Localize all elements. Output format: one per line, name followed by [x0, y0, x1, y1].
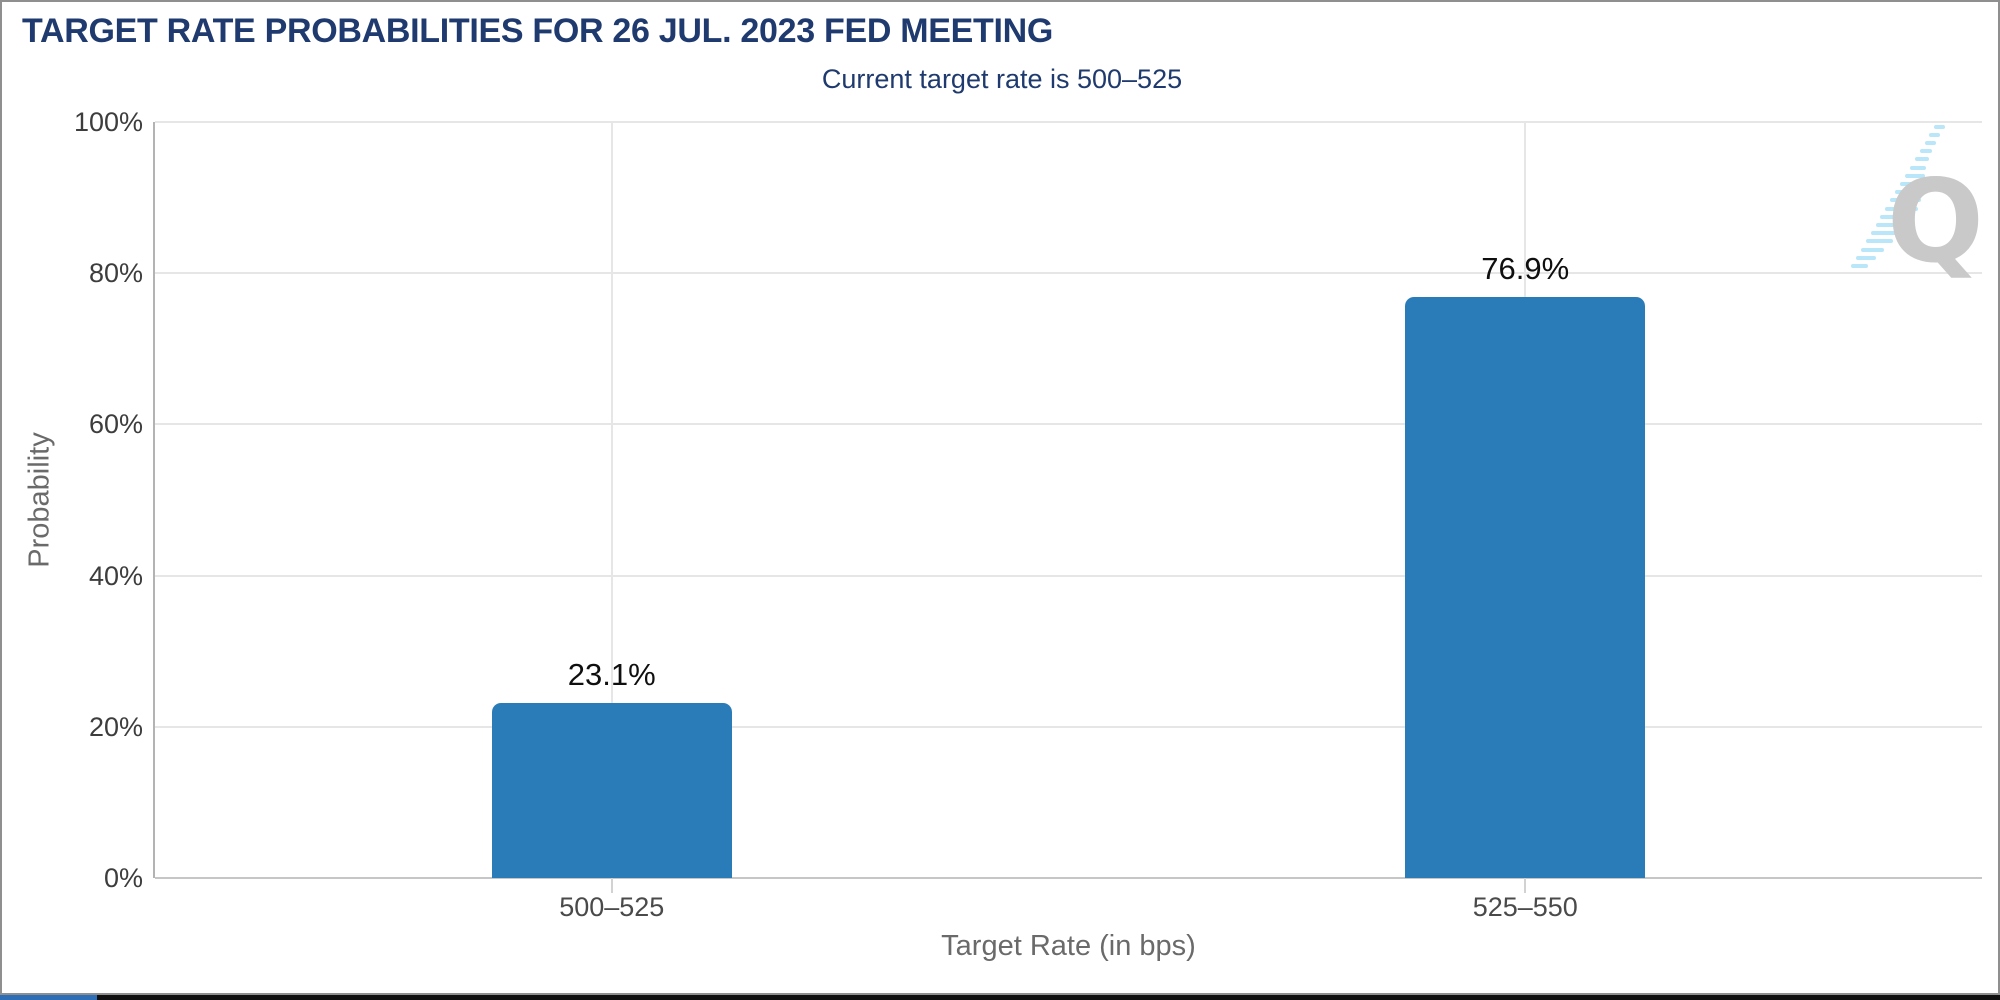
watermark-dash — [1870, 231, 1902, 236]
y-tick-label: 100% — [73, 107, 143, 137]
watermark-dash — [1909, 165, 1927, 170]
probability-bar — [1405, 296, 1646, 878]
watermark-dash — [1865, 239, 1894, 244]
progress-segment — [0, 995, 97, 1000]
y-axis-line — [153, 122, 155, 878]
watermark-dash — [1860, 247, 1885, 252]
bottom-bar — [0, 995, 2000, 1000]
watermark-dash — [1855, 255, 1876, 260]
watermark-dash — [1880, 214, 1915, 219]
y-tick-label: 40% — [88, 560, 143, 591]
x-gridline — [610, 122, 613, 878]
watermark-dash — [1929, 132, 1941, 137]
watermark-dash — [1875, 223, 1909, 227]
x-tick-mark — [1524, 878, 1527, 893]
y-gridline — [155, 423, 1982, 426]
watermark-dash — [1895, 190, 1923, 195]
q-letter: Q — [1887, 155, 1984, 288]
bar-value-label: 23.1% — [567, 657, 656, 693]
y-tick-label: 80% — [88, 258, 143, 289]
watermark-dash — [1934, 124, 1945, 129]
watermark-dash — [1904, 173, 1925, 178]
watermark-dash — [1890, 198, 1921, 203]
x-axis-title: Target Rate (in bps) — [941, 930, 1196, 962]
y-gridline — [155, 121, 1982, 123]
plot-area — [153, 121, 1982, 879]
bar-value-label: 76.9% — [1481, 250, 1570, 286]
q-logo-watermark: Q — [1845, 118, 2000, 288]
y-tick-label: 60% — [88, 409, 143, 440]
watermark-dash — [1900, 182, 1924, 186]
x-tick-mark — [610, 878, 613, 893]
y-gridline — [155, 574, 1982, 577]
watermark-dash — [1919, 149, 1933, 154]
watermark-dash — [1924, 141, 1936, 145]
x-tick-label: 500–525 — [559, 892, 665, 922]
y-gridline — [155, 877, 1982, 879]
y-tick-label: 20% — [88, 711, 143, 742]
y-gridline — [155, 272, 1982, 275]
y-axis-title: Probability — [23, 432, 56, 568]
chart-subtitle: Current target rate is 500–525 — [821, 64, 1183, 94]
probability-bar — [491, 703, 732, 878]
chart-title: TARGET RATE PROBABILITIES FOR 26 JUL. 20… — [22, 12, 1054, 50]
watermark-dash — [1914, 157, 1929, 162]
watermark-dash — [1885, 206, 1919, 211]
watermark-dash — [1851, 264, 1868, 268]
y-tick-label: 0% — [103, 863, 143, 893]
x-tick-label: 525–550 — [1472, 892, 1578, 922]
y-gridline — [155, 725, 1982, 728]
